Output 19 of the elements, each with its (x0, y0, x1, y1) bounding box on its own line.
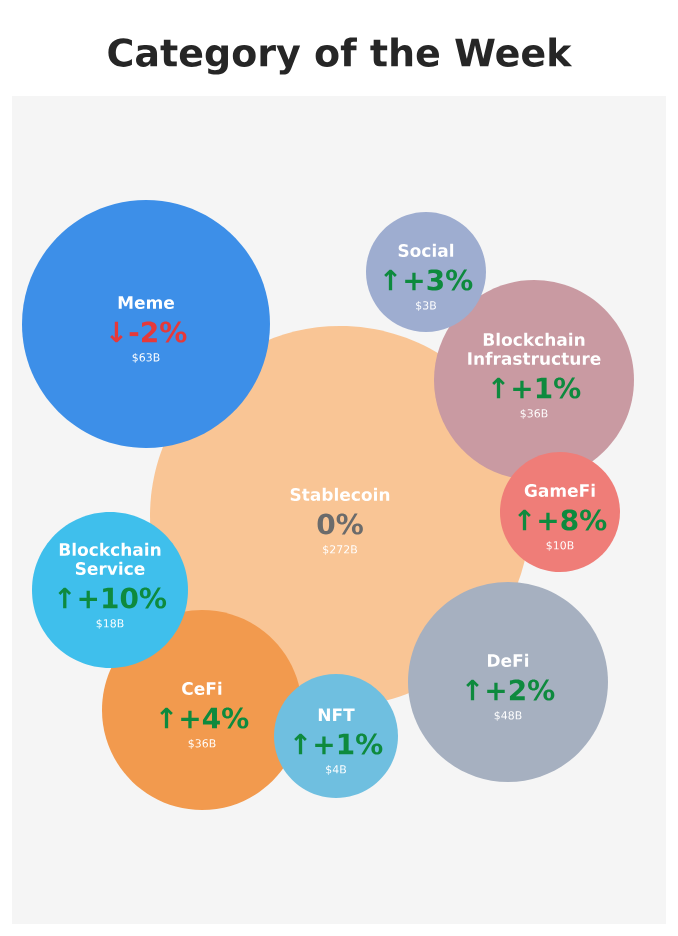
data-label: ↑+2% (466, 679, 555, 701)
category-label: CeFi (182, 681, 222, 695)
text: Category of the Week (108, 37, 573, 75)
data-label: ↑+3% (384, 269, 473, 291)
category-label: Meme (118, 296, 174, 309)
category-label: Blockchain Service (59, 542, 161, 575)
category-label: DeFi (488, 653, 529, 667)
data-label: ↑+1% (294, 733, 383, 755)
data-label: ↑+10% (58, 587, 167, 609)
data-label: ↑+4% (160, 707, 249, 729)
category-label: Blockchain Infrastructure (468, 332, 601, 365)
data-label: ↓-2% (110, 321, 187, 343)
data-label: ↑+8% (518, 509, 607, 531)
category-label: NFT (318, 708, 355, 721)
category-label: Stablecoin (290, 487, 390, 501)
category-label: Social (398, 243, 454, 257)
data-label: 0% (317, 513, 363, 535)
data-label: ↑+1% (492, 377, 581, 399)
category-label: GameFi (524, 483, 595, 497)
